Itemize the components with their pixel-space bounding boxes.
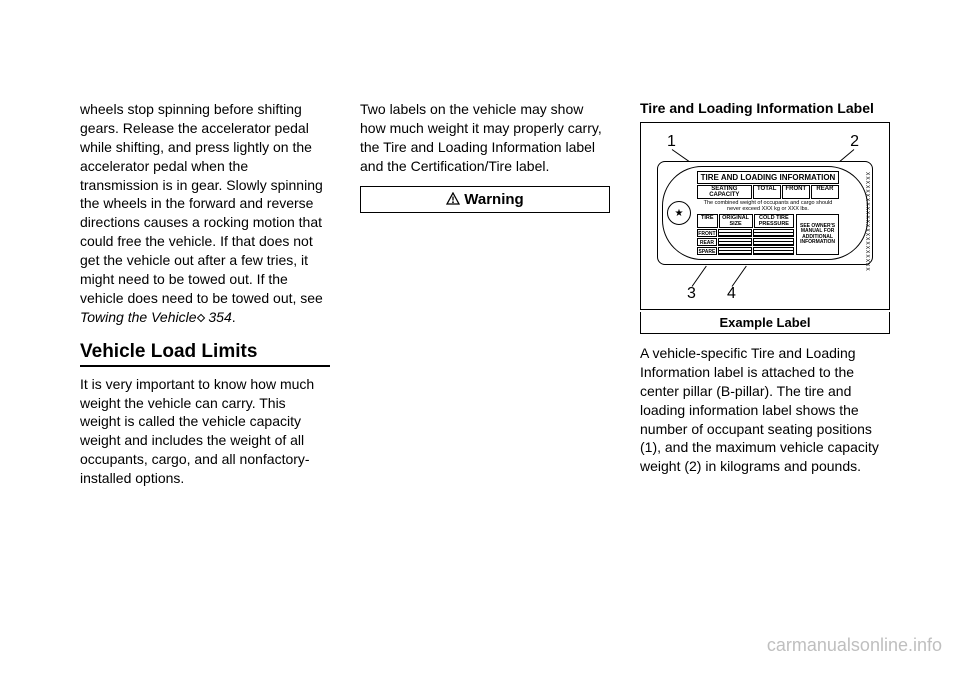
row-rear: REAR xyxy=(697,238,717,246)
th-pressure: COLD TIRE PRESSURE xyxy=(754,214,795,228)
warning-label: Warning xyxy=(464,191,523,208)
col1-p1-text: wheels stop spinning before shifting gea… xyxy=(80,101,323,306)
col2-paragraph-1: Two labels on the vehicle may show how m… xyxy=(360,100,610,176)
seating-label: SEATING CAPACITY xyxy=(697,185,752,199)
tire-placard: XXXXXXXXXXXXXXXXXXXXXXX ★ TIRE AND LOADI… xyxy=(657,161,873,265)
cell xyxy=(753,247,794,255)
th-tire: TIRE xyxy=(697,214,718,228)
cell xyxy=(718,229,752,237)
column-3: Tire and Loading Information Label 1 2 3… xyxy=(640,100,890,488)
callout-2: 2 xyxy=(850,133,859,151)
leader-4 xyxy=(732,266,747,287)
seating-total: TOTAL xyxy=(753,185,781,199)
cell xyxy=(718,247,752,255)
cell xyxy=(753,229,794,237)
callout-3: 3 xyxy=(687,285,696,303)
tire-label-subhead: Tire and Loading Information Label xyxy=(640,100,890,116)
row-spare: SPARE xyxy=(697,247,717,255)
vehicle-load-limits-heading: Vehicle Load Limits xyxy=(80,341,330,367)
col1-paragraph-1: wheels stop spinning before shifting gea… xyxy=(80,100,330,327)
row-front: FRONT xyxy=(697,229,717,237)
column-2: Two labels on the vehicle may show how m… xyxy=(360,100,610,488)
figure-caption: Example Label xyxy=(640,312,890,334)
col3-paragraph-1: A vehicle-specific Tire and Loading Info… xyxy=(640,344,890,476)
towing-link: Towing the Vehicle xyxy=(80,309,196,325)
cell xyxy=(753,238,794,246)
example-label-figure: 1 2 3 4 XXXXXXXXXXXXXXXXXXXXXXX ★ TIRE A… xyxy=(640,122,890,310)
warning-triangle-icon xyxy=(446,192,460,206)
warning-box: Warning xyxy=(360,186,610,213)
watermark: carmanualsonline.info xyxy=(767,635,942,656)
seating-row: SEATING CAPACITY TOTAL FRONT REAR xyxy=(697,185,839,199)
callout-4: 4 xyxy=(727,285,736,303)
weight-line: The combined weight of occupants and car… xyxy=(697,200,839,212)
star-badge-icon: ★ xyxy=(667,201,691,225)
tire-grid: TIRE ORIGINAL SIZE COLD TIRE PRESSURE FR… xyxy=(697,214,839,255)
leader-3 xyxy=(692,266,707,287)
seating-rear: REAR xyxy=(811,185,839,199)
seating-front: FRONT xyxy=(782,185,810,199)
col1-paragraph-2: It is very important to know how much we… xyxy=(80,375,330,488)
cell xyxy=(718,238,752,246)
placard-title: TIRE AND LOADING INFORMATION xyxy=(697,171,839,184)
column-1: wheels stop spinning before shifting gea… xyxy=(80,100,330,488)
th-size: ORIGINAL SIZE xyxy=(719,214,753,228)
towing-pageref: 354 xyxy=(204,309,231,325)
period: . xyxy=(232,309,236,325)
owners-manual-box: SEE OWNER'S MANUAL FOR ADDITIONAL INFORM… xyxy=(796,214,839,255)
